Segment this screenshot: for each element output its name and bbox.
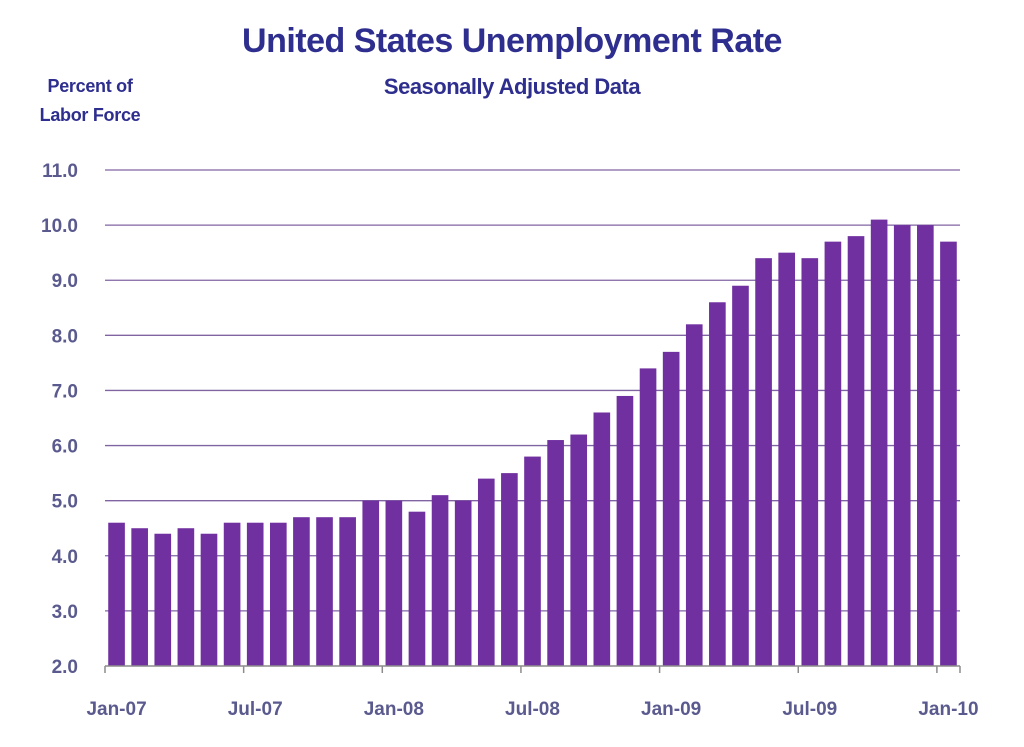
x-tick-label: Jul-09 [782,699,837,720]
x-tick-label: Jan-10 [918,699,978,720]
bar: Sep-09: 9.8 [847,236,865,666]
y-tick-label: 5.0 [52,492,78,513]
x-tick-label: Jan-08 [364,699,424,720]
y-tick-label: 7.0 [52,381,78,402]
y-axis-label: Percent of Labor Force [20,72,160,130]
bar: Apr-07: 4.5 [177,528,195,666]
bar: Nov-07: 4.7 [339,517,356,666]
bar: Oct-08: 6.6 [593,412,611,666]
bar: Jan-10: 9.7 [940,241,957,666]
bar: Dec-08: 7.4 [639,368,657,666]
y-axis-label-line2: Labor Force [39,105,141,125]
bar: Dec-09: 10 [917,225,934,666]
bar: Feb-09: 8.2 [685,324,703,666]
bar: Jun-07: 4.6 [223,522,241,666]
bar: Jan-07: 4.6 [108,522,125,666]
bar: Aug-07: 4.6 [269,522,287,666]
bar: Oct-07: 4.7 [316,517,333,666]
bar: Aug-09: 9.7 [824,241,842,666]
bar: Jul-07: 4.6 [246,522,264,666]
bar: Dec-07: 5 [362,500,380,666]
bar: Mar-08: 5.1 [431,495,449,666]
bar: Apr-08: 5 [454,500,472,666]
chart-title: United States Unemployment Rate [242,22,782,60]
bar: Jul-09: 9.4 [801,258,819,666]
bar: Sep-07: 4.7 [293,517,310,666]
bar: May-09: 9.4 [755,258,772,666]
chart-subtitle: Seasonally Adjusted Data [383,74,641,99]
bar: Feb-08: 4.8 [408,511,426,666]
bar: May-08: 5.4 [477,478,495,666]
y-tick-label: 10.0 [41,216,78,237]
x-tick-labels: Jan-07 Jul-07 Jan-08 Jul-08 Jan-09 Jul-09 Jan-… [86,699,978,720]
bar: Jan-09: 7.7 [662,351,680,666]
bars: Jan-07: 4.6 Feb-07: 4.5 Mar-07: 4.4 Apr-07:… [108,219,957,666]
bar: Sep-08: 6.2 [570,434,588,666]
y-axis-label-line1: Percent of [47,76,133,96]
bar: Jun-08: 5.5 [501,473,518,666]
bar: Mar-07: 4.4 [154,533,172,666]
bar: Apr-09: 8.9 [732,285,749,666]
bar: Jan-08: 5 [385,500,403,666]
x-tick-label: Jan-09 [641,699,701,720]
x-tick-label: Jul-08 [505,699,560,720]
y-tick-label: 8.0 [52,326,78,347]
bar: Jul-08: 5.8 [524,456,541,666]
y-tick-label: 3.0 [52,602,78,623]
y-tick-label: 6.0 [52,437,78,458]
bar: Oct-09: 10.1 [870,219,888,666]
bar: Mar-09: 8.6 [709,302,726,666]
x-axis [104,665,961,673]
y-tick-label: 4.0 [52,547,78,568]
x-tick-label: Jul-07 [228,699,283,720]
bar: Aug-08: 6.1 [547,440,564,666]
y-tick-label: 9.0 [52,271,78,292]
y-tick-label: 2.0 [52,657,78,678]
bar: Jun-09: 9.5 [778,252,796,666]
bar: Nov-09: 10 [893,225,911,666]
y-tick-labels: 2.0 3.0 4.0 5.0 6.0 7.0 8.0 9.0 10.0 11.0 [41,161,78,678]
bar: May-07: 4.4 [200,533,218,666]
y-tick-label: 11.0 [42,161,78,182]
bar: Feb-07: 4.5 [131,528,148,666]
x-tick-label: Jan-07 [86,699,146,720]
bar: Nov-08: 6.9 [616,395,634,666]
